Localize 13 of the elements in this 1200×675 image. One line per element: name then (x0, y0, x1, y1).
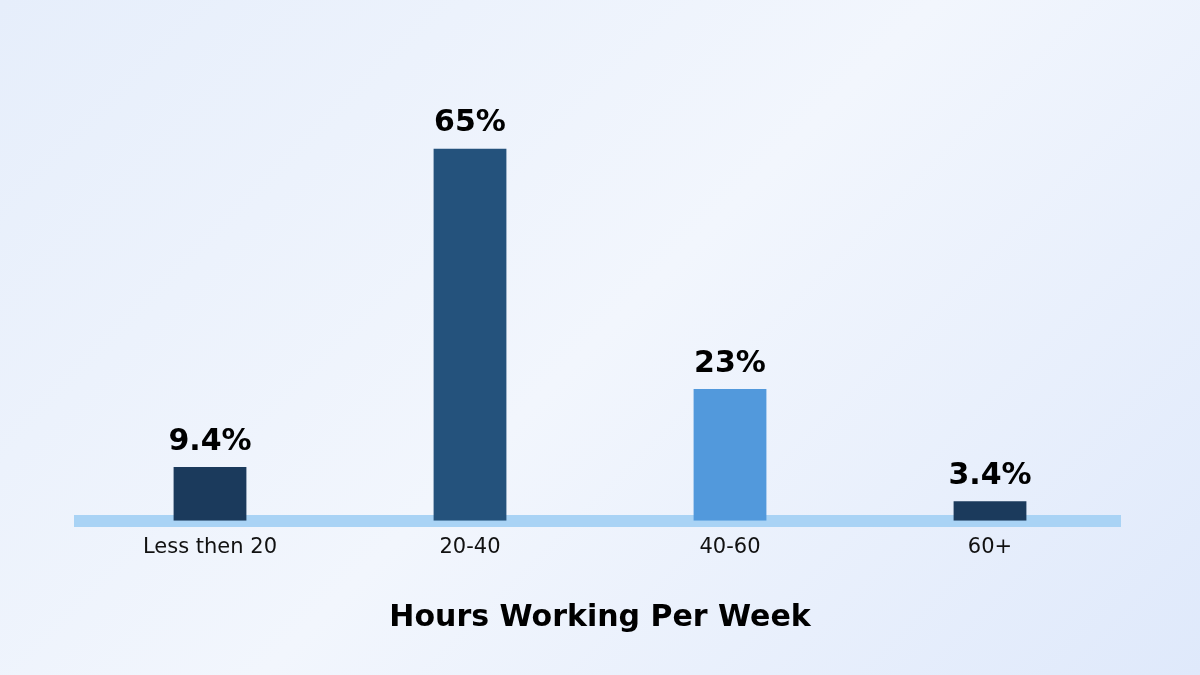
data-label: 23% (694, 343, 766, 379)
x-axis-title: Hours Working Per Week (389, 597, 812, 633)
x-tick-label: 20-40 (439, 533, 501, 558)
bar (173, 466, 247, 521)
bar (693, 389, 767, 521)
x-tick-label: Less then 20 (143, 533, 277, 558)
x-tick-label: 40-60 (699, 533, 761, 558)
data-label: 9.4% (168, 421, 252, 457)
data-label: 65% (434, 103, 506, 139)
data-label: 3.4% (948, 456, 1032, 492)
x-tick-label: 60+ (967, 533, 1013, 558)
bar (953, 501, 1027, 521)
bar (433, 148, 507, 521)
